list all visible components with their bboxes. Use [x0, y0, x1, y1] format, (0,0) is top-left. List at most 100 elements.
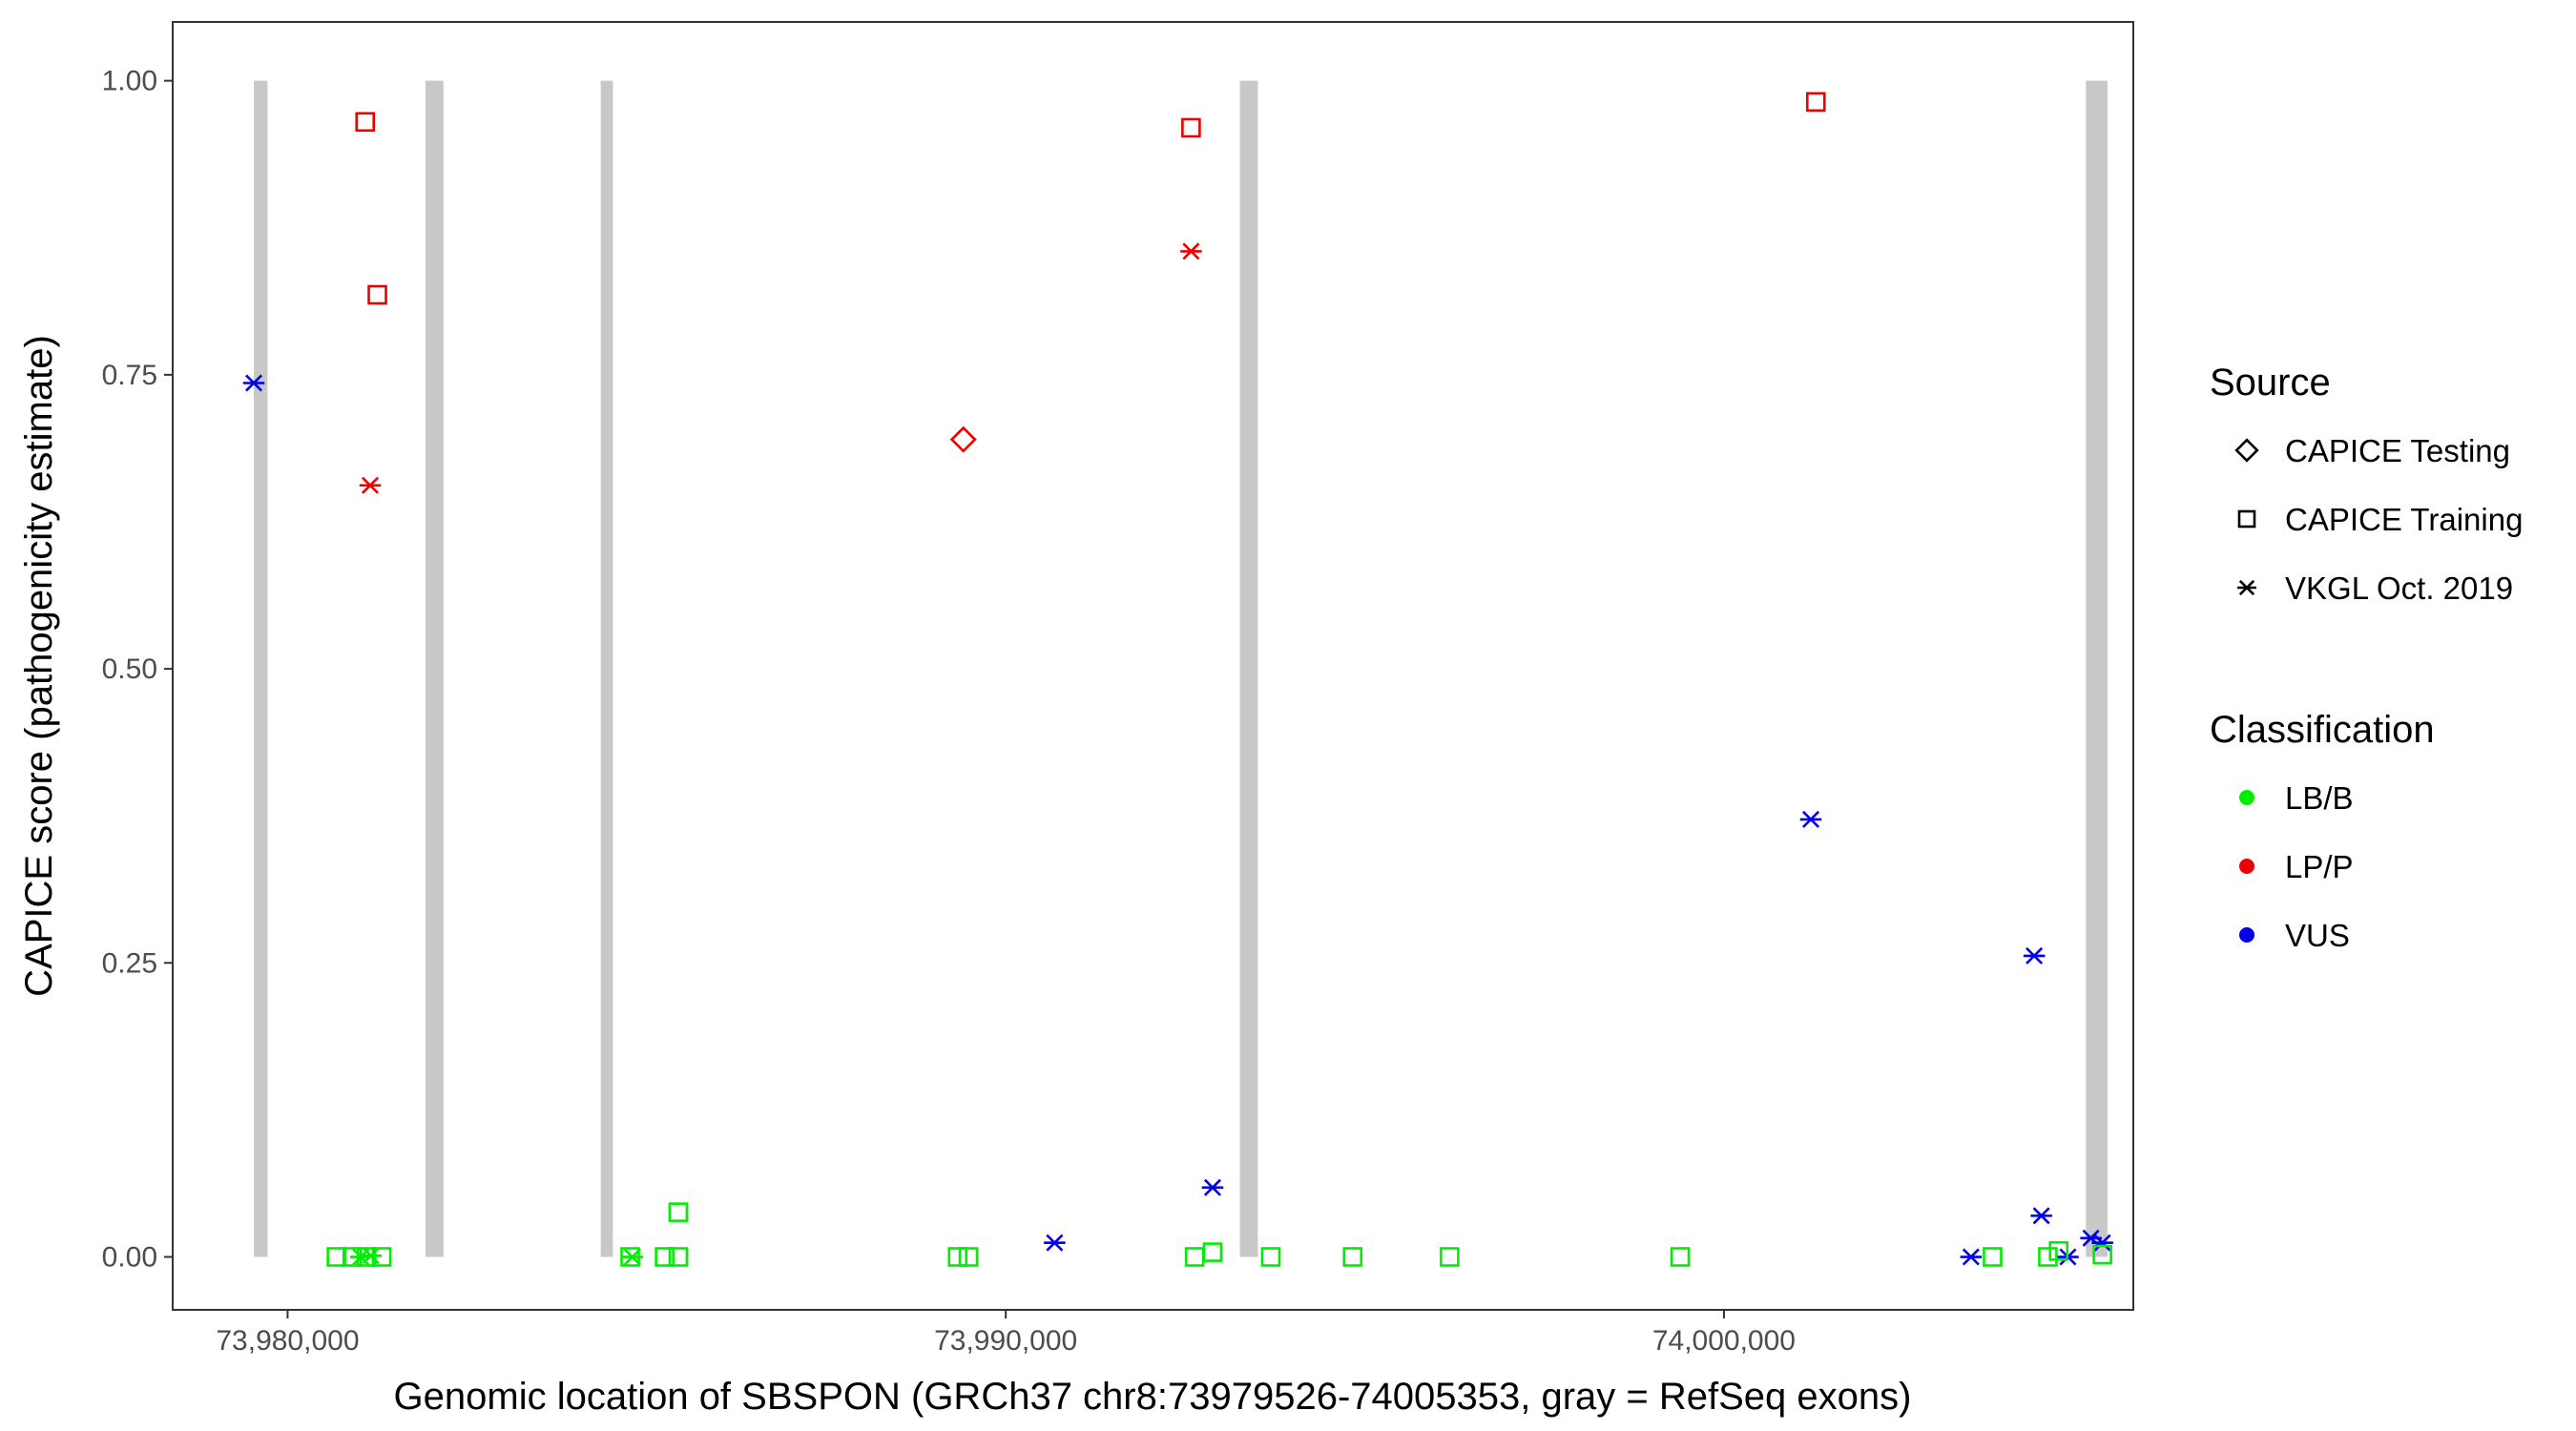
- legend-title-source: Source: [2210, 362, 2331, 404]
- data-point: [349, 1248, 372, 1266]
- marker-stroke: [1046, 1234, 1064, 1252]
- marker-stroke: [1182, 242, 1200, 260]
- exon-bar: [600, 80, 613, 1257]
- data-point: [668, 1202, 689, 1222]
- axes: 73,980,000 73,990,000 74,000,000 0.00 0.25 0.…: [102, 66, 1796, 1357]
- legend-key-dot: [2239, 859, 2254, 874]
- marker-diamond: [949, 425, 977, 453]
- marker-stroke: [1801, 810, 1820, 828]
- marker-square: [1440, 1247, 1460, 1267]
- data-point: [1960, 1248, 1983, 1266]
- marker-square: [355, 112, 376, 133]
- data-point: [1260, 1247, 1281, 1267]
- legend-classification-items: LB/B LP/P VUS: [2239, 780, 2354, 953]
- legend-label-source: CAPICE Testing: [2285, 433, 2510, 468]
- data-point: [367, 284, 387, 305]
- y-tick-label: 0.50: [102, 653, 157, 685]
- data-point: [355, 112, 376, 133]
- data-point: [1440, 1247, 1460, 1267]
- legend-label-source: CAPICE Training: [2285, 502, 2523, 537]
- y-axis-title: CAPICE score (pathogenicity estimate): [18, 335, 60, 997]
- legend-label-classification: LP/P: [2285, 849, 2354, 884]
- y-tick-label: 0.25: [102, 947, 157, 979]
- legend-title-classification: Classification: [2210, 709, 2435, 751]
- marker-stroke: [245, 374, 263, 392]
- data-point: [1201, 1178, 1224, 1196]
- data-point: [1342, 1247, 1363, 1267]
- data-point: [1799, 810, 1822, 828]
- marker-square: [1260, 1247, 1281, 1267]
- marker-stroke: [1203, 1178, 1221, 1196]
- legend: Source CAPICE Testing CAPICE Training VKGL…: [2210, 362, 2523, 953]
- marker-dot: [2239, 927, 2254, 943]
- exon-layer: [254, 80, 2108, 1257]
- marker-stroke: [2093, 1234, 2111, 1252]
- data-point: [947, 1247, 968, 1267]
- data-point: [2091, 1234, 2113, 1252]
- data-point: [1983, 1247, 2003, 1267]
- data-point: [958, 1247, 979, 1267]
- data-point: [1670, 1247, 1691, 1267]
- marker-square: [1983, 1247, 2003, 1267]
- exon-bar: [425, 80, 444, 1257]
- marker-diamond: [2234, 438, 2259, 463]
- y-tick-label: 0.00: [102, 1242, 157, 1274]
- marker-square: [2048, 1241, 2069, 1261]
- marker-stroke: [352, 1248, 370, 1266]
- marker-dot: [2239, 859, 2254, 874]
- y-tick-label: 0.75: [102, 360, 157, 391]
- data-point: [1180, 242, 1202, 260]
- marker-stroke: [1962, 1248, 1980, 1266]
- marker-dot: [2239, 790, 2254, 805]
- legend-source-items: CAPICE Testing CAPICE Training VKGL Oct. 2…: [2234, 433, 2523, 606]
- legend-key-dot: [2239, 790, 2254, 805]
- marker-square: [1181, 117, 1201, 138]
- data-point: [1805, 92, 1826, 113]
- marker-stroke: [2238, 579, 2255, 596]
- marker-square: [654, 1247, 675, 1267]
- x-tick-label: 74,000,000: [1652, 1325, 1796, 1357]
- data-point: [1202, 1242, 1223, 1262]
- marker-square: [2092, 1244, 2112, 1265]
- x-axis-title: Genomic location of SBSPON (GRCh37 chr8:…: [394, 1376, 1912, 1418]
- data-point: [621, 1248, 644, 1266]
- marker-square: [1805, 92, 1826, 113]
- exon-bar: [1239, 80, 1258, 1257]
- marker-square: [958, 1247, 979, 1267]
- legend-label-source: VKGL Oct. 2019: [2285, 570, 2513, 606]
- marker-square: [668, 1247, 689, 1267]
- marker-square: [1202, 1242, 1223, 1262]
- legend-label-classification: LB/B: [2285, 780, 2354, 816]
- marker-square: [947, 1247, 968, 1267]
- exon-bar: [2086, 80, 2108, 1257]
- marker-square: [1670, 1247, 1691, 1267]
- marker-square: [2038, 1247, 2058, 1267]
- marker-stroke: [623, 1248, 641, 1266]
- marker-square: [326, 1247, 346, 1267]
- point-layer: [242, 92, 2113, 1267]
- data-point: [359, 476, 382, 494]
- marker-square: [1342, 1247, 1363, 1267]
- x-tick-label: 73,990,000: [934, 1325, 1077, 1357]
- data-point: [949, 425, 977, 453]
- marker-stroke: [2025, 946, 2044, 964]
- y-tick-label: 1.00: [102, 66, 157, 97]
- exon-bar: [254, 80, 268, 1257]
- data-point: [2030, 1207, 2052, 1225]
- data-point: [2048, 1241, 2069, 1261]
- data-point: [242, 374, 265, 392]
- plot-panel: [172, 21, 2134, 1311]
- marker-stroke: [2082, 1229, 2100, 1247]
- legend-key-diamond: [2234, 438, 2259, 463]
- data-point: [2038, 1247, 2058, 1267]
- data-point: [668, 1247, 689, 1267]
- marker-square: [367, 284, 387, 305]
- legend-key-asterisk: [2237, 579, 2256, 596]
- data-point: [654, 1247, 675, 1267]
- data-point: [1044, 1234, 1066, 1252]
- legend-key-square: [2237, 509, 2256, 529]
- legend-label-classification: VUS: [2285, 918, 2350, 953]
- data-point: [2023, 946, 2046, 964]
